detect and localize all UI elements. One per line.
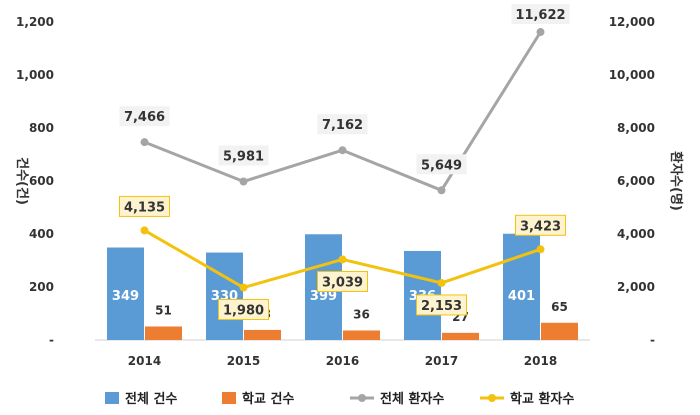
bar (442, 332, 479, 340)
line-point (338, 146, 347, 155)
left-axis-title: 건수(건) (14, 157, 30, 205)
line-point (536, 28, 545, 37)
y-tick-label: 200 (29, 280, 54, 294)
line-value-label: 5,649 (421, 158, 462, 173)
y-tick-label: 400 (29, 227, 54, 241)
line-label-box (515, 214, 566, 236)
y-tick-label: 800 (29, 121, 54, 135)
line-label-box (218, 145, 269, 166)
legend-marker (358, 394, 366, 402)
legend-label: 학교 건수 (242, 391, 294, 407)
line-value-label: 1,980 (223, 304, 264, 319)
y-tick-label: 1,000 (16, 68, 54, 82)
y2-tick-label: 8,000 (617, 121, 655, 135)
line-label-box (317, 270, 368, 292)
line-point (536, 245, 545, 254)
left-axis-ticks: - 200 400 600 800 1,000 1,200 (16, 15, 54, 347)
line-value-label: 2,153 (421, 299, 462, 314)
x-tick-label: 2016 (326, 354, 359, 368)
line-label-box (218, 299, 269, 321)
bar-value-label: 51 (155, 303, 172, 317)
bar-value-label: 399 (310, 289, 337, 304)
line-point (140, 226, 149, 235)
line-point (239, 283, 248, 292)
y-tick-label: 600 (29, 174, 54, 188)
bar (343, 330, 380, 340)
line-point (140, 138, 149, 147)
y-tick-label: 1,200 (16, 15, 54, 29)
y2-tick-label: 4,000 (617, 227, 655, 241)
bar (541, 322, 578, 340)
line-label-box (416, 294, 467, 316)
line-value-label: 5,981 (223, 150, 264, 165)
line-label-box (119, 106, 170, 127)
x-tick-label: 2018 (524, 354, 557, 368)
x-tick-label: 2014 (128, 354, 161, 368)
x-tick-label: 2017 (425, 354, 458, 368)
bar-value-label: 401 (508, 289, 535, 304)
line-value-label: 4,135 (124, 200, 165, 215)
bar (503, 233, 540, 340)
y2-tick-label: 12,000 (609, 15, 655, 29)
bar-value-label: 36 (353, 307, 370, 321)
line-series: 7,466 5,981 7,162 5,649 11,622 4,135 1,980 3,03… (119, 4, 570, 321)
series-line (143, 31, 542, 192)
x-axis-ticks: 2014 2015 2016 2017 2018 (128, 354, 557, 368)
line-label-box (416, 154, 467, 175)
legend-marker (488, 394, 496, 402)
line-value-label: 3,423 (520, 219, 561, 234)
line-value-label: 3,039 (322, 275, 363, 290)
line-value-label: 7,162 (322, 118, 363, 133)
right-axis-ticks: - 2,000 4,000 6,000 8,000 10,000 12,000 (609, 15, 655, 347)
line-label-box (317, 114, 368, 135)
bar (206, 252, 243, 340)
legend-label: 전체 건수 (125, 391, 177, 407)
right-axis-title: 환자수(명) (668, 151, 684, 211)
y-tick-label: - (49, 333, 54, 347)
legend-label: 전체 환자수 (380, 391, 444, 407)
line-label-box (119, 195, 170, 217)
legend: 전체 건수 학교 건수 전체 환자수 학교 환자수 (105, 391, 574, 407)
legend-swatch (105, 392, 119, 404)
x-tick-label: 2015 (227, 354, 260, 368)
bar-value-label: 65 (551, 300, 568, 314)
y2-tick-label: 10,000 (609, 68, 655, 82)
line-point (338, 255, 347, 264)
bar (244, 329, 281, 340)
y2-tick-label: 6,000 (617, 174, 655, 188)
legend-swatch (222, 392, 236, 404)
line-point (437, 186, 446, 195)
legend-label: 학교 환자수 (510, 391, 574, 407)
bar (145, 326, 182, 340)
bar (107, 247, 144, 340)
y2-tick-label: - (650, 333, 655, 347)
line-label-box (511, 4, 570, 25)
y2-tick-label: 2,000 (617, 280, 655, 294)
line-value-label: 7,466 (124, 110, 165, 125)
line-point (239, 177, 248, 186)
line-value-label: 11,622 (515, 8, 565, 23)
bar-value-label: 349 (112, 289, 139, 304)
line-point (437, 278, 446, 287)
